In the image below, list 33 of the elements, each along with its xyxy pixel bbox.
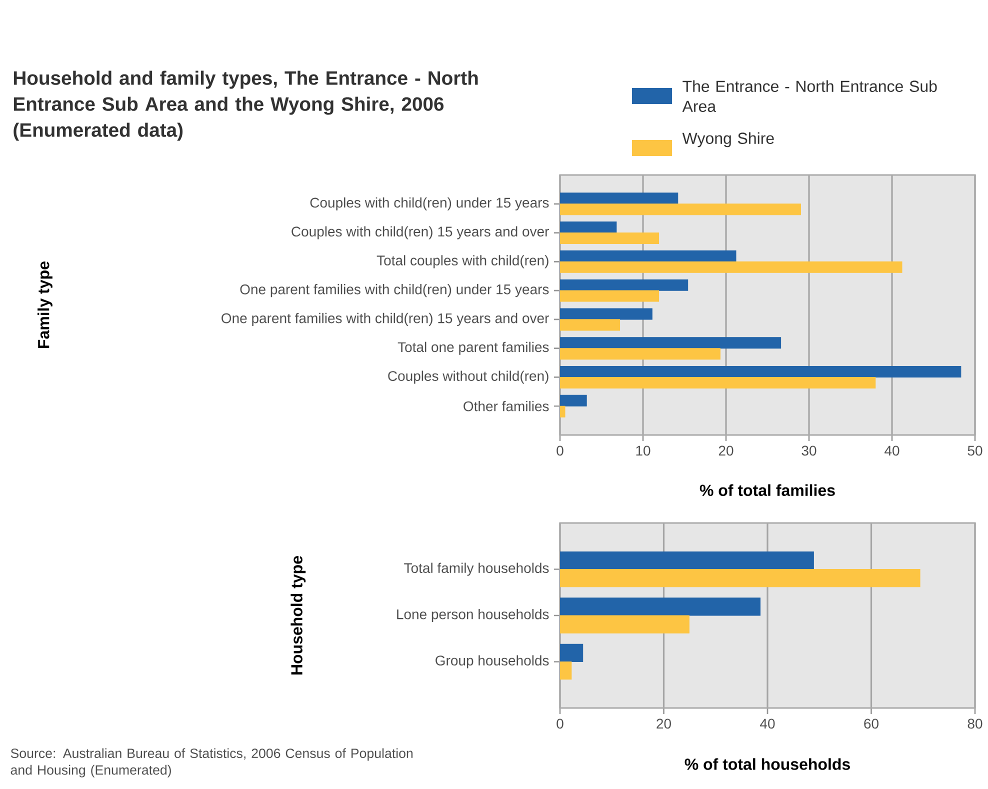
legend-label: Wyong Shire <box>682 132 774 148</box>
y-tick-label: Total couples with child(ren) <box>376 255 548 268</box>
y-axis-title: Household type <box>290 556 306 674</box>
x-tick-label: 10 <box>636 446 650 456</box>
source-note: Source: Australian Bureau of Statistics, 2006 Census of Population and Housing (Enumerated) <box>10 748 413 778</box>
bar <box>560 568 920 588</box>
x-tick-label: 40 <box>884 446 900 456</box>
x-tick-label: 20 <box>656 718 671 729</box>
x-tick-label: 30 <box>802 446 816 456</box>
y-tick-label: Other families <box>464 400 549 412</box>
y-tick-label: Total family households <box>404 562 549 576</box>
y-tick-label: Couples without child(ren) <box>388 370 548 384</box>
x-axis-title: % of total households <box>684 758 850 770</box>
bar <box>560 615 690 634</box>
y-axis-title: Family type <box>38 262 52 348</box>
y-tick-label: Couples with child(ren) under 15 years <box>310 197 549 210</box>
x-tick-label: 20 <box>718 446 734 456</box>
y-tick-label: Couples with child(ren) 15 years and over <box>292 226 550 240</box>
y-tick-label: Total one parent families <box>398 342 549 355</box>
legend-label: The Entrance - North Entrance Sub Area <box>682 80 937 112</box>
x-tick-label: 80 <box>968 718 982 729</box>
x-tick-label: 60 <box>864 718 878 729</box>
x-tick-label: 0 <box>556 446 564 456</box>
bar <box>560 661 572 680</box>
text: Household and family types, The Entrance - North Entrance Sub Area and the Wyong Shire, 2006 (Enumerated data) <box>14 70 478 141</box>
y-tick-label: Lone person households <box>397 608 549 622</box>
y-tick-label: Group households <box>436 655 549 668</box>
x-tick-label: 40 <box>760 718 775 729</box>
x-tick-label: 0 <box>556 718 564 729</box>
x-tick-label: 50 <box>968 446 982 456</box>
y-tick-label: One parent families with child(ren) 15 years and over <box>222 312 549 326</box>
x-axis-title: % of total families <box>700 484 835 496</box>
y-tick-label: One parent families with child(ren) under 15 years <box>240 284 549 298</box>
